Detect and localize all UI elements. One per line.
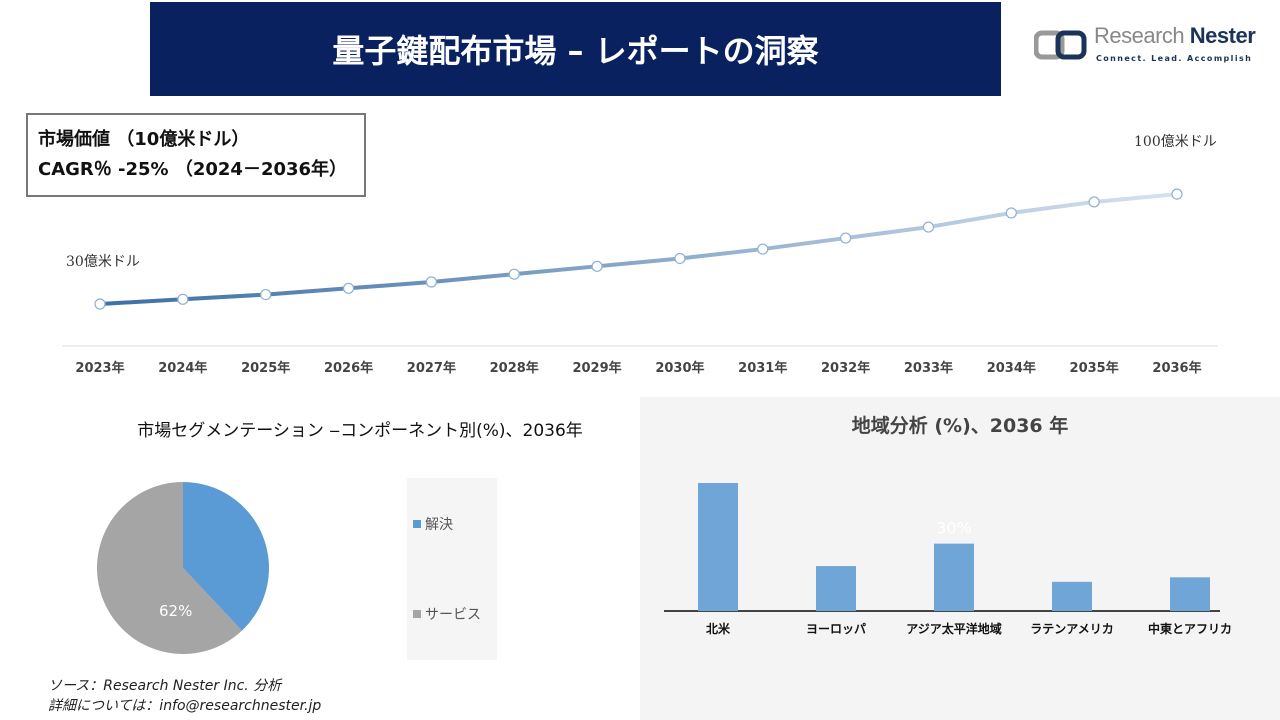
- source-note: ソース：Research Nester Inc. 分析 詳細については：info…: [48, 676, 321, 716]
- line-point: [1005, 207, 1017, 219]
- contact-line: 詳細については：info@researchnester.jp: [48, 698, 322, 714]
- line-point: [922, 221, 935, 233]
- x-tick-label: 2034年: [987, 360, 1036, 376]
- bar-chart: 北米 ヨーロッパ アジア太平洋地域 30% ラテンアメリカ 中東とアフリカ: [664, 483, 1232, 636]
- source-line: ソース：Research Nester Inc. 分析: [48, 678, 282, 694]
- x-tick-label: 2030年: [655, 360, 704, 376]
- x-tick-label: 2036年: [1152, 360, 1201, 376]
- x-tick-label: 2033年: [904, 360, 953, 376]
- line-point: [674, 252, 686, 265]
- report-title: 量子鍵配布市場 – レポートの洞察: [332, 32, 819, 70]
- x-tick-label: 2028年: [490, 360, 539, 376]
- pie-data-label-service: 62%: [159, 602, 193, 620]
- bar-category-label: ラテンアメリカ: [1030, 622, 1113, 636]
- market-value-line: [99, 192, 1178, 306]
- bar-category-label: アジア太平洋地域: [906, 621, 1002, 636]
- bar: [816, 566, 856, 611]
- market-value-label: 市場価値 （10億米ドル）: [38, 129, 250, 150]
- x-tick-label: 2032年: [821, 360, 870, 376]
- legend-swatch: [413, 610, 421, 618]
- x-tick-label: 2027年: [407, 360, 456, 376]
- legend-item-solution: 解決: [413, 514, 453, 534]
- x-tick-label: 2026年: [324, 360, 373, 376]
- bar-category-label: 北米: [706, 621, 731, 636]
- pie-title: 市場セグメンテーション ‒コンポーネント別(%)、2036年: [137, 421, 583, 441]
- x-tick-label: 2035年: [1070, 360, 1119, 376]
- bar: [698, 483, 738, 611]
- pie-slice-1: [96, 482, 242, 654]
- logo-mark-icon: [1034, 30, 1087, 60]
- cagr-label: CAGR％ -25% （2024－2036年）: [38, 159, 348, 180]
- line-point: [1088, 196, 1100, 208]
- market-info-box: 市場価値 （10億米ドル） CAGR％ -25% （2024－2036年）: [26, 113, 366, 197]
- legend-swatch: [413, 520, 421, 528]
- research-nester-logo: Research Nester Connect. Lead. Accomplis…: [1034, 24, 1264, 68]
- start-value-annotation: 30億米ドル: [66, 254, 140, 270]
- x-tick-label: 2029年: [572, 360, 621, 376]
- line-point: [1171, 188, 1183, 200]
- line-point: [508, 268, 520, 280]
- line-point: [94, 298, 106, 310]
- end-value-annotation: 100億米ドル: [1134, 134, 1217, 150]
- pie-legend: 解決 サービス: [407, 478, 497, 660]
- bar-category-label: ヨーロッパ: [806, 622, 866, 636]
- line-point: [177, 293, 189, 305]
- line-point: [840, 232, 852, 244]
- bar-title: 地域分析 (%)、2036 年: [851, 415, 1069, 437]
- line-point: [342, 282, 355, 294]
- bar: [1052, 581, 1092, 611]
- line-point: [260, 288, 272, 301]
- logo-name: Research Nester: [1094, 23, 1256, 48]
- bar: [1170, 577, 1210, 611]
- x-tick-label: 2024年: [158, 360, 207, 376]
- logo-tagline: Connect. Lead. Accomplish: [1096, 54, 1253, 63]
- x-tick-label: 2025年: [241, 360, 290, 376]
- pie-slice-0: [183, 482, 269, 631]
- x-tick-label: 2023年: [75, 360, 124, 376]
- regional-analysis-panel: 地域分析 (%)、2036 年 北米 ヨーロッパ アジア太平洋地域 30% ラテンアメリ…: [640, 397, 1280, 720]
- line-point: [425, 276, 437, 288]
- bar-data-label: 30%: [936, 519, 972, 538]
- legend-item-service: サービス: [413, 604, 481, 624]
- bar: [934, 543, 974, 611]
- bar-category-label: 中東とアフリカ: [1148, 621, 1232, 636]
- line-point: [757, 243, 769, 255]
- line-point: [591, 260, 603, 272]
- report-title-banner: 量子鍵配布市場 – レポートの洞察: [150, 2, 1001, 96]
- x-tick-label: 2031年: [738, 360, 787, 376]
